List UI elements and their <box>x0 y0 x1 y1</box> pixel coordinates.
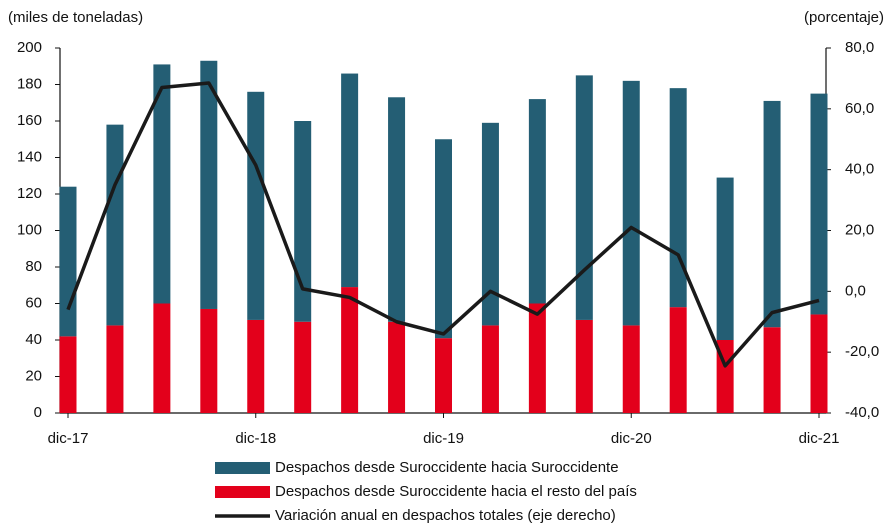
bar <box>200 60 218 309</box>
bar <box>59 186 77 337</box>
legend-label: Variación anual en despachos totales (ej… <box>275 507 616 524</box>
x-tick-label: dic-20 <box>611 430 652 447</box>
bar <box>153 64 171 304</box>
bar <box>481 122 499 326</box>
bar <box>294 121 312 322</box>
bar <box>810 93 828 315</box>
y-tick-label: 200 <box>17 39 42 56</box>
bar <box>247 91 265 320</box>
bar <box>106 325 124 413</box>
y-tick-label: 120 <box>17 185 42 202</box>
bar <box>575 75 593 320</box>
bar <box>153 303 171 413</box>
bar <box>622 80 640 326</box>
bar <box>810 314 828 413</box>
bar <box>622 325 640 413</box>
y-tick-label: 20 <box>25 367 42 384</box>
y-tick-label: 100 <box>17 221 42 238</box>
y2-tick-label: -20,0 <box>845 343 879 360</box>
bar <box>716 177 734 340</box>
y2-tick-label: -40,0 <box>845 404 879 421</box>
y2-tick-label: 80,0 <box>845 39 874 56</box>
y-tick-label: 0 <box>34 404 42 421</box>
x-tick-label: dic-21 <box>799 430 840 447</box>
bar <box>59 336 77 413</box>
bar <box>341 73 359 288</box>
bar <box>435 139 452 339</box>
bar <box>247 319 265 413</box>
bar <box>341 287 359 413</box>
legend-label: Despachos desde Suroccidente hacia el re… <box>275 483 637 500</box>
y-axis-title: (miles de toneladas) <box>8 9 143 26</box>
bar <box>763 327 781 413</box>
bar <box>669 88 687 308</box>
bar <box>481 325 499 413</box>
legend-label: Despachos desde Suroccidente hacia Suroc… <box>275 459 619 476</box>
legend-swatch <box>215 462 270 474</box>
y-tick-label: 140 <box>17 148 42 165</box>
bar <box>388 97 406 322</box>
y-tick-label: 60 <box>25 294 42 311</box>
y2-tick-label: 0,0 <box>845 282 866 299</box>
bar <box>575 319 593 413</box>
y2-tick-label: 40,0 <box>845 161 874 178</box>
y2-tick-label: 60,0 <box>845 100 874 117</box>
bar <box>435 338 452 413</box>
y-tick-label: 40 <box>25 331 42 348</box>
bar <box>106 124 124 326</box>
bar <box>388 321 406 413</box>
bar <box>669 307 687 413</box>
x-tick-label: dic-18 <box>235 430 276 447</box>
bar <box>528 303 546 413</box>
y2-axis-title: (porcentaje) <box>804 9 884 26</box>
bar <box>763 100 781 328</box>
legend-swatch <box>215 486 270 498</box>
y-tick-label: 80 <box>25 258 42 275</box>
bar <box>200 308 218 413</box>
x-tick-label: dic-19 <box>423 430 464 447</box>
x-tick-label: dic-17 <box>48 430 89 447</box>
bar <box>294 321 312 413</box>
y2-tick-label: 20,0 <box>845 221 874 238</box>
line <box>66 81 820 368</box>
y-tick-label: 180 <box>17 75 42 92</box>
bar <box>528 99 546 304</box>
y-tick-label: 160 <box>17 112 42 129</box>
